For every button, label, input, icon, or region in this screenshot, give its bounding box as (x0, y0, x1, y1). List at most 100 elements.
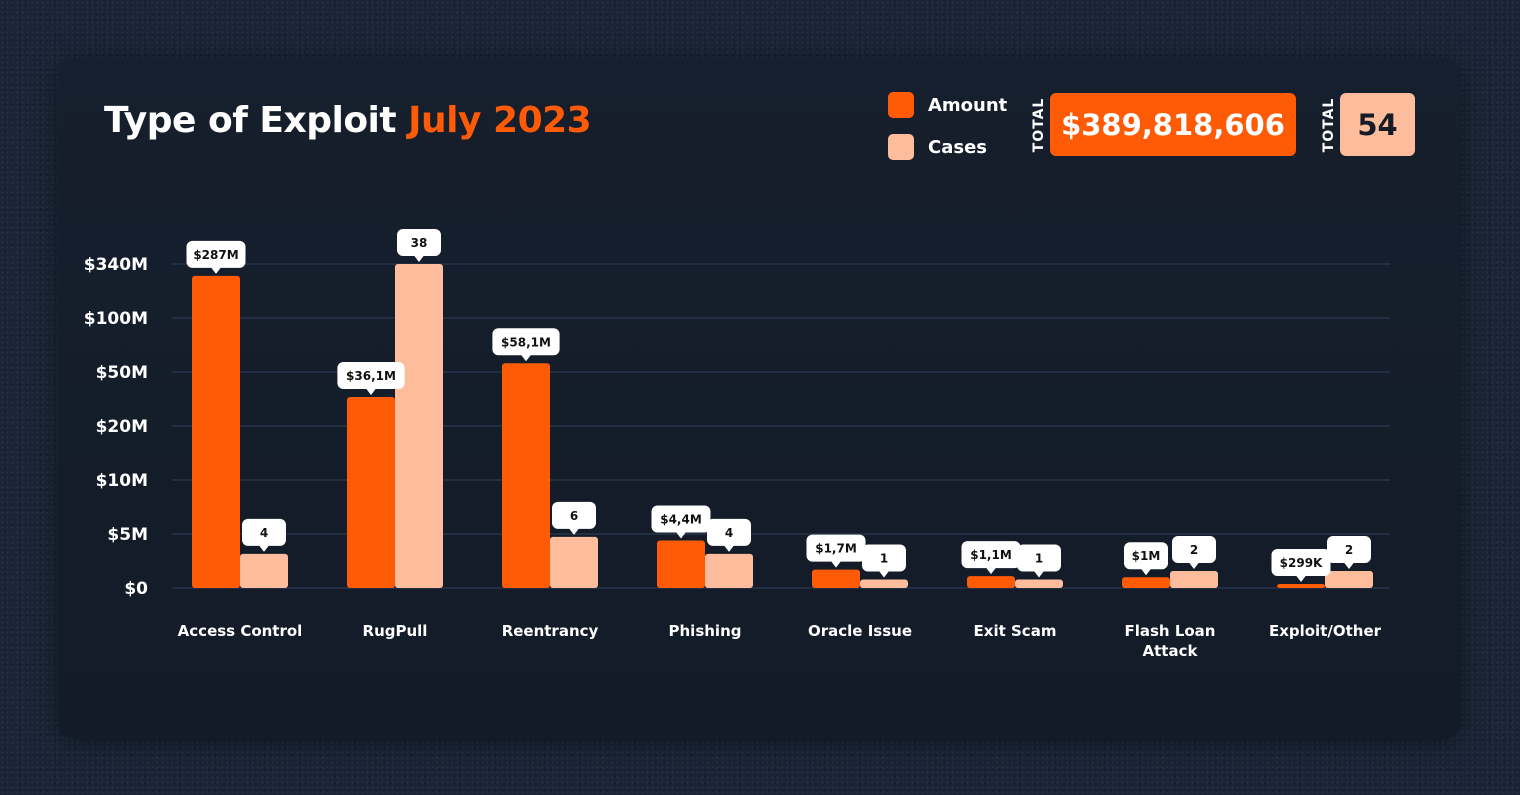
data-label-bg (806, 534, 866, 562)
amount-data-label: $4,4M (651, 505, 711, 539)
x-tick-label-line: Flash Loan (1124, 622, 1215, 640)
x-tick-label-line: Phishing (669, 622, 742, 640)
legend-label-cases: Cases (928, 136, 987, 158)
data-label-text: 1 (880, 551, 888, 565)
y-tick-label: $50M (96, 363, 148, 383)
x-tick-label: Reentrancy (502, 622, 599, 640)
data-label-pointer (521, 354, 531, 362)
amount-data-label: $1,1M (961, 541, 1021, 575)
amount-data-label: $1,7M (806, 534, 866, 568)
x-axis-ticks: Access Control RugPull Reentrancy Phishing O… (178, 622, 1382, 660)
cases-data-label: 4 (707, 518, 751, 552)
data-label-text: 38 (411, 236, 428, 250)
data-label-text: 4 (725, 526, 733, 540)
data-label-bg (862, 544, 906, 572)
x-tick-label-line: Attack (1143, 642, 1199, 660)
data-label-text: 1 (1035, 551, 1043, 565)
data-label-pointer (724, 545, 734, 552)
x-tick-label-line: Reentrancy (502, 622, 599, 640)
data-label-text: $58,1M (501, 335, 551, 349)
amount-bar (657, 540, 705, 588)
data-label-pointer (1189, 562, 1199, 569)
cases-data-label: 4 (242, 518, 286, 552)
data-label-text: 6 (570, 509, 578, 523)
amount-bar (192, 275, 240, 588)
amount-data-label: $58,1M (492, 328, 560, 362)
data-label-bg (492, 328, 560, 356)
cases-bar (860, 579, 908, 588)
data-label-text: $4,4M (660, 512, 702, 526)
cases-bar (705, 553, 753, 588)
data-label-bg (651, 505, 711, 533)
amount-data-label: $299K (1271, 549, 1331, 582)
cases-bar (550, 536, 598, 588)
data-label-bg (552, 501, 596, 529)
amount-data-label: $287M (186, 240, 246, 274)
data-label-text: $1,1M (970, 548, 1012, 562)
cases-data-label: 38 (397, 229, 441, 262)
data-label-pointer (1296, 575, 1306, 582)
data-label-text: 2 (1345, 543, 1353, 557)
x-tick-label: Oracle Issue (808, 622, 912, 640)
data-label-pointer (1141, 568, 1151, 576)
x-tick-label: Phishing (669, 622, 742, 640)
chart-card (58, 58, 1461, 739)
x-tick-label: Exit Scam (974, 622, 1057, 640)
data-label-bg (242, 518, 286, 546)
data-label-bg (397, 229, 441, 256)
data-label-pointer (569, 528, 579, 535)
data-label-text: 2 (1190, 543, 1198, 557)
y-tick-label: $5M (107, 525, 148, 545)
x-tick-label: Flash Loan Attack (1124, 622, 1215, 660)
data-label-text: $299K (1280, 556, 1323, 570)
amount-bar (967, 576, 1015, 588)
x-tick-label: Access Control (178, 622, 303, 640)
y-tick-label: $10M (96, 471, 148, 491)
data-label-pointer (1344, 562, 1354, 569)
cases-data-label: 6 (552, 501, 596, 535)
data-label-bg (961, 541, 1021, 569)
legend-item-amount: Amount (888, 92, 1007, 118)
chart-title-main: Type of Exploit (104, 100, 397, 141)
amount-data-label: $36,1M (337, 362, 405, 396)
x-tick-label-line: Access Control (178, 622, 303, 640)
bars (192, 264, 1373, 588)
y-tick-label: $0 (124, 579, 148, 599)
amount-data-label: $1M (1124, 542, 1168, 576)
data-label-text: $1M (1132, 549, 1161, 563)
data-label-bg (707, 518, 751, 546)
data-label-pointer (414, 255, 424, 262)
total-amount-badge: $389,818,606 (1050, 93, 1296, 156)
data-label-text: $1,7M (815, 542, 857, 556)
amount-bar (812, 569, 860, 588)
legend-swatch-cases (888, 134, 914, 160)
data-label-pointer (211, 267, 221, 274)
amount-bar (1122, 577, 1170, 588)
data-label-bg (1327, 535, 1371, 563)
cases-bar (1015, 579, 1063, 588)
cases-data-label: 1 (1017, 544, 1061, 578)
data-label-bg (337, 362, 405, 390)
x-tick-label-line: Oracle Issue (808, 622, 912, 640)
data-label-pointer (366, 388, 376, 396)
amount-bar (502, 363, 550, 588)
legend-label-amount: Amount (928, 94, 1008, 116)
cases-data-label: 1 (862, 544, 906, 578)
y-axis-ticks: $0 $5M $10M $20M $50M $100M $340M (84, 255, 148, 599)
data-label-bg (186, 240, 246, 268)
x-tick-label: Exploit/Other (1269, 622, 1382, 640)
x-tick-label-line: Exit Scam (974, 622, 1057, 640)
data-label-bg (1017, 544, 1061, 572)
cases-data-label: 2 (1172, 535, 1216, 569)
cases-bar (1170, 570, 1218, 588)
cases-bar (1325, 570, 1373, 588)
cases-bar (240, 553, 288, 588)
cases-data-label: 2 (1327, 535, 1371, 569)
data-label-pointer (676, 531, 686, 539)
data-label-text: $287M (193, 248, 238, 262)
total-amount-value: $389,818,606 (1061, 107, 1285, 142)
x-tick-label: RugPull (363, 622, 428, 640)
chart-title-accent: July 2023 (408, 100, 592, 141)
data-label-bg (1271, 549, 1331, 576)
